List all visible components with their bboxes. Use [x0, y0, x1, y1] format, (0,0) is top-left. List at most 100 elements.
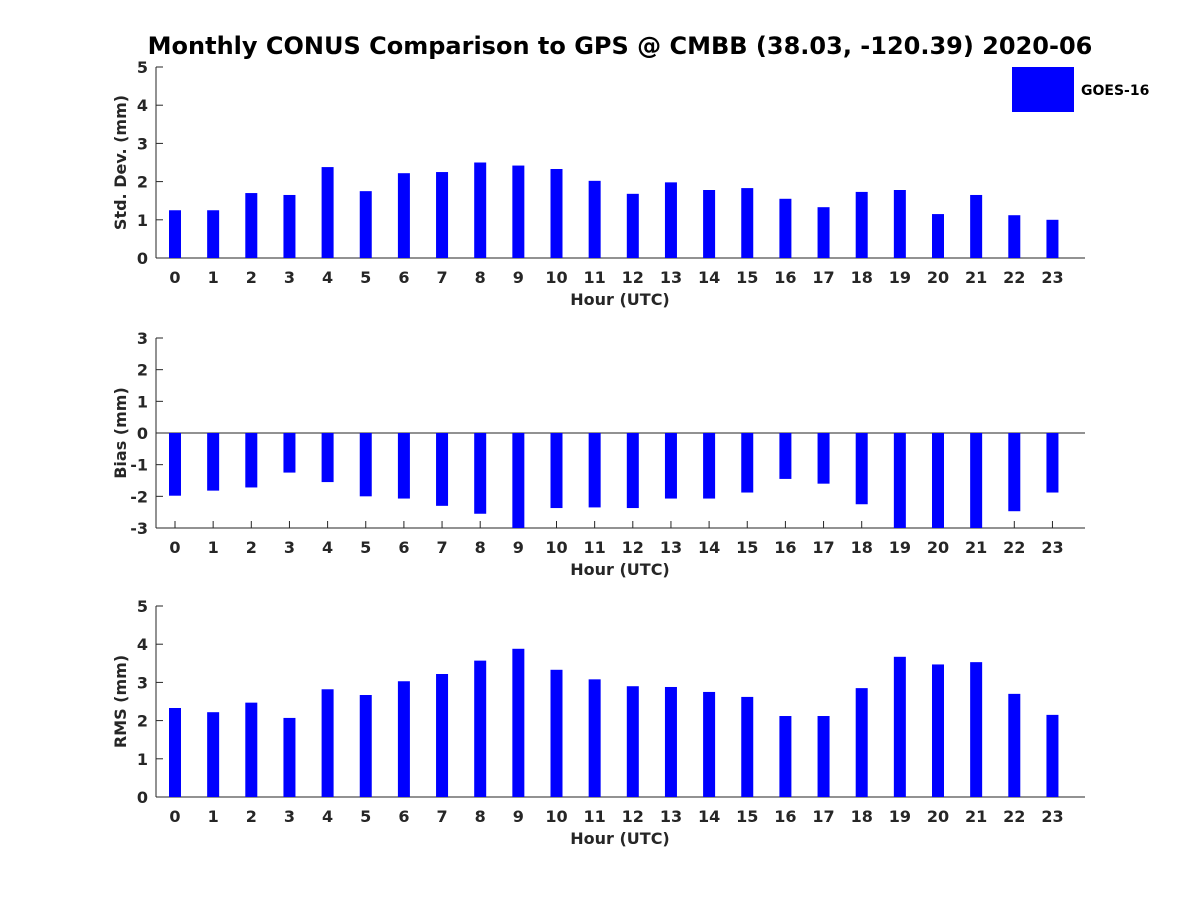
x-tick-label: 2 — [246, 268, 257, 287]
x-tick-label: 23 — [1041, 268, 1063, 287]
x-tick-label: 22 — [1003, 268, 1025, 287]
x-tick-label: 3 — [284, 538, 295, 557]
y-tick-label: 4 — [137, 96, 148, 115]
bar — [321, 433, 334, 483]
bar — [550, 433, 563, 509]
x-tick-label: 23 — [1041, 807, 1063, 826]
x-tick-label: 18 — [851, 538, 873, 557]
legend-swatch — [1012, 67, 1074, 112]
x-tick-label: 7 — [436, 807, 447, 826]
x-tick-label: 18 — [851, 268, 873, 287]
bar — [283, 194, 296, 258]
x-tick-label: 10 — [545, 538, 567, 557]
x-tick-label: 15 — [736, 538, 758, 557]
bar — [970, 662, 983, 797]
x-tick-label: 11 — [584, 268, 606, 287]
bar — [970, 194, 983, 258]
x-tick-label: 2 — [246, 807, 257, 826]
x-tick-label: 16 — [774, 268, 796, 287]
y-tick-label: 1 — [137, 211, 148, 230]
bar — [550, 669, 563, 797]
x-tick-label: 4 — [322, 268, 333, 287]
x-tick-label: 12 — [622, 807, 644, 826]
x-tick-label: 3 — [284, 807, 295, 826]
y-axis-label: RMS (mm) — [111, 655, 130, 748]
bar — [512, 165, 525, 258]
y-tick-label: 2 — [137, 712, 148, 731]
bar — [626, 686, 639, 797]
y-tick-label: -2 — [130, 487, 148, 506]
x-tick-label: 17 — [812, 538, 834, 557]
x-tick-label: 19 — [889, 538, 911, 557]
bar — [588, 679, 601, 797]
x-tick-label: 19 — [889, 268, 911, 287]
bar — [664, 182, 677, 258]
x-tick-label: 1 — [208, 807, 219, 826]
x-tick-label: 8 — [475, 538, 486, 557]
x-tick-label: 1 — [208, 538, 219, 557]
x-tick-label: 21 — [965, 807, 987, 826]
y-tick-label: 1 — [137, 392, 148, 411]
x-tick-label: 22 — [1003, 538, 1025, 557]
x-axis-label: Hour (UTC) — [570, 829, 670, 848]
bar — [436, 172, 449, 258]
x-tick-label: 10 — [545, 807, 567, 826]
x-tick-label: 23 — [1041, 538, 1063, 557]
bar — [664, 433, 677, 499]
bar — [1046, 433, 1059, 493]
bar — [207, 433, 220, 491]
bar — [207, 712, 220, 797]
x-tick-label: 6 — [398, 807, 409, 826]
y-tick-label: 3 — [137, 329, 148, 348]
bar — [855, 433, 868, 505]
bar — [855, 688, 868, 797]
x-tick-label: 7 — [436, 538, 447, 557]
bar — [550, 168, 563, 258]
x-tick-label: 0 — [169, 807, 180, 826]
bar — [664, 686, 677, 797]
y-tick-label: -1 — [130, 456, 148, 475]
bar — [436, 433, 449, 506]
bar — [245, 702, 258, 797]
bar — [703, 433, 716, 499]
bar — [626, 433, 639, 509]
y-tick-label: 2 — [137, 173, 148, 192]
y-tick-label: 0 — [137, 249, 148, 268]
bar — [512, 648, 525, 797]
x-tick-label: 6 — [398, 268, 409, 287]
x-tick-label: 11 — [584, 538, 606, 557]
x-tick-label: 8 — [475, 807, 486, 826]
y-tick-label: 1 — [137, 750, 148, 769]
bar — [741, 696, 754, 797]
x-tick-label: 19 — [889, 807, 911, 826]
bar — [321, 167, 334, 258]
bar — [1046, 714, 1059, 797]
bar — [207, 210, 220, 258]
bar — [1046, 219, 1059, 258]
bar — [626, 193, 639, 258]
x-tick-label: 12 — [622, 268, 644, 287]
bar — [1008, 215, 1021, 258]
x-tick-label: 21 — [965, 538, 987, 557]
bar — [436, 673, 449, 797]
bar — [893, 656, 906, 797]
y-tick-label: 5 — [137, 58, 148, 77]
x-tick-label: 20 — [927, 538, 949, 557]
bar — [321, 689, 334, 797]
x-tick-label: 13 — [660, 807, 682, 826]
bar — [970, 433, 983, 528]
x-tick-label: 16 — [774, 538, 796, 557]
bar — [741, 433, 754, 493]
x-tick-label: 20 — [927, 268, 949, 287]
bar — [779, 198, 792, 258]
bar — [397, 433, 410, 499]
y-tick-label: -3 — [130, 519, 148, 538]
x-tick-label: 9 — [513, 807, 524, 826]
bar — [703, 190, 716, 258]
x-tick-label: 14 — [698, 807, 720, 826]
bar — [359, 433, 372, 497]
x-tick-label: 4 — [322, 807, 333, 826]
bar — [741, 188, 754, 258]
